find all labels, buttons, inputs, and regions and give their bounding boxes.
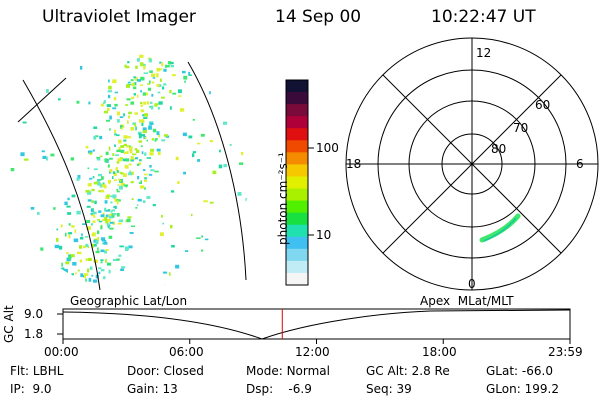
colorbar-segment bbox=[286, 92, 308, 105]
mode-value: Normal bbox=[286, 364, 330, 378]
time-tick-3: 18:00 bbox=[422, 345, 457, 359]
door-field: Door: Closed bbox=[127, 364, 204, 378]
mode-field: Mode: Normal bbox=[246, 364, 330, 378]
colorbar-segment bbox=[286, 224, 308, 238]
mode-key: Mode: bbox=[246, 364, 283, 378]
colorbar-unit-label: photon cm⁻²s⁻¹ bbox=[276, 152, 290, 245]
dsp-field: Dsp: -6.9 bbox=[246, 382, 312, 396]
altitude-curve bbox=[62, 309, 571, 340]
glat-field: GLat: -66.0 bbox=[486, 364, 553, 378]
seq-key: Seq: bbox=[366, 382, 393, 396]
glat-key: GLat: bbox=[486, 364, 519, 378]
colorbar-segment bbox=[286, 80, 308, 93]
gain-field: Gain: 13 bbox=[127, 382, 178, 396]
seq-value: 39 bbox=[396, 382, 412, 396]
mlt-label-6: 6 bbox=[576, 157, 584, 171]
apex-label: Apex MLat/MLT bbox=[420, 294, 514, 308]
gc-alt-field: GC Alt: 2.8 Re bbox=[366, 364, 450, 378]
polar-mlat-mlt-plot bbox=[345, 37, 599, 291]
gain-key: Gain: bbox=[127, 382, 159, 396]
colorbar-segment bbox=[286, 116, 308, 129]
mlt-label-12: 12 bbox=[476, 46, 492, 60]
colorbar-tick-100: 100 bbox=[316, 141, 339, 155]
mlt-label-0: 0 bbox=[468, 277, 476, 291]
geographic-label: Geographic Lat/Lon bbox=[70, 294, 188, 308]
gc-alt-key: GC Alt: bbox=[366, 364, 408, 378]
gain-value: 13 bbox=[162, 382, 178, 396]
ip-field: IP: 9.0 bbox=[10, 382, 52, 396]
colorbar-segment bbox=[286, 104, 308, 117]
instrument-title: Ultraviolet Imager bbox=[42, 7, 196, 27]
colorbar-segment bbox=[286, 236, 308, 250]
time-tick-0: 00:00 bbox=[44, 345, 79, 359]
timeline-axis-title: GC Alt bbox=[2, 305, 16, 343]
colorbar-segment bbox=[286, 152, 308, 166]
mlat-label-60: 60 bbox=[535, 98, 551, 112]
observation-date: 14 Sep 00 bbox=[275, 7, 362, 27]
door-key: Door: bbox=[127, 364, 160, 378]
colorbar-segment bbox=[286, 176, 308, 190]
observation-time: 10:22:47 UT bbox=[431, 7, 536, 27]
colorbar-segment bbox=[286, 248, 308, 262]
uv-image-panel bbox=[10, 54, 250, 291]
colorbar-segment bbox=[286, 140, 308, 153]
altitude-timeline bbox=[57, 308, 571, 344]
ip-value: 9.0 bbox=[32, 382, 52, 396]
altitude-tick-high: 9.0 bbox=[24, 307, 44, 321]
door-value: Closed bbox=[163, 364, 204, 378]
longitude-line bbox=[17, 77, 67, 123]
dsp-value: -6.9 bbox=[288, 382, 312, 396]
colorbar-segment bbox=[286, 200, 308, 214]
time-tick-2: 12:00 bbox=[295, 345, 330, 359]
time-tick-1: 06:00 bbox=[169, 345, 204, 359]
glon-key: GLon: bbox=[486, 382, 521, 396]
latitude-line-left bbox=[22, 79, 101, 291]
colorbar-segment bbox=[286, 260, 308, 274]
latitude-line-right bbox=[187, 61, 247, 281]
glon-value: 199.2 bbox=[524, 382, 559, 396]
filter-field: Flt: LBHL bbox=[10, 364, 63, 378]
colorbar bbox=[285, 79, 314, 286]
gc-alt-value: 2.8 Re bbox=[411, 364, 450, 378]
mlat-label-70: 70 bbox=[513, 121, 529, 135]
filter-value: LBHL bbox=[32, 364, 64, 378]
colorbar-segment bbox=[286, 164, 308, 178]
time-tick-4: 23:59 bbox=[548, 345, 583, 359]
glat-value: -66.0 bbox=[521, 364, 553, 378]
polar-aurora-arc bbox=[479, 213, 521, 243]
seq-field: Seq: 39 bbox=[366, 382, 412, 396]
mlat-label-80: 80 bbox=[491, 142, 507, 156]
aurora-emission bbox=[10, 54, 250, 289]
filter-key: Flt: bbox=[10, 364, 29, 378]
glon-field: GLon: 199.2 bbox=[486, 382, 559, 396]
altitude-tick-low: 1.8 bbox=[24, 327, 44, 341]
ip-key: IP: bbox=[10, 382, 25, 396]
mlt-label-18: 18 bbox=[346, 157, 362, 171]
colorbar-segment bbox=[286, 212, 308, 226]
dsp-key: Dsp: bbox=[246, 382, 274, 396]
colorbar-segment bbox=[286, 128, 308, 141]
colorbar-segment bbox=[286, 188, 308, 202]
colorbar-tick-10: 10 bbox=[316, 228, 332, 242]
colorbar-segment bbox=[286, 272, 308, 286]
